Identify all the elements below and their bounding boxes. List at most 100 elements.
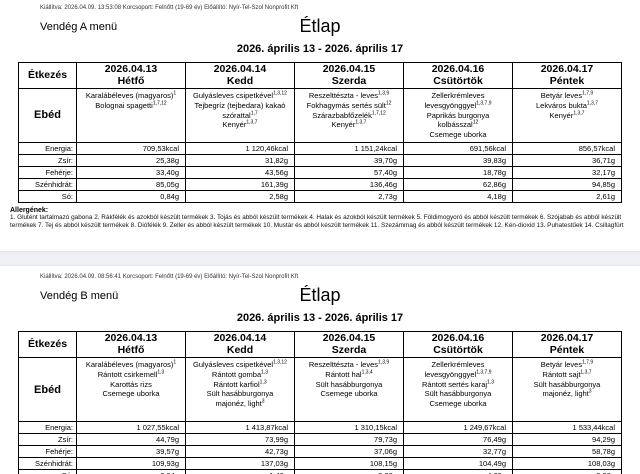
dish-allergen-numbers: 12: [385, 100, 392, 107]
dish: Sült hasábburgonya: [406, 389, 510, 399]
nutrient-label: Energia:: [18, 421, 77, 435]
dish-allergen-numbers: 1,7,9: [582, 90, 594, 97]
nutrient-value: 3,94g: [76, 469, 186, 474]
dish: Kenyér1,3,7: [515, 111, 619, 121]
nutrient-value: 18,78g: [403, 165, 513, 179]
dish-allergen-numbers: 12: [472, 119, 479, 126]
day-name: Szerda: [331, 74, 367, 87]
nutrient-value: 36,71g: [512, 153, 622, 167]
dish-name: Csemege uborka: [429, 399, 487, 409]
dish-allergen-numbers: 1,3: [487, 379, 494, 386]
nutrient-value: 0,84g: [76, 189, 186, 203]
day-date: 2026.04.13: [104, 63, 158, 75]
menu-page: Kiállítva: 2026.04.09. 08:56:41 Korcsopo…: [0, 274, 640, 474]
dish-allergen-numbers: 1,3,7: [580, 369, 592, 376]
dish-allergen-numbers: 1,3,7: [246, 119, 258, 126]
nutrient-value: 1 249,67kcal: [403, 421, 513, 435]
dish-name: Karalábéleves (magyaros): [85, 360, 174, 370]
dish: Rántott karfiol1,3: [188, 380, 292, 390]
dish: Lekváros bukta1,3,7: [515, 101, 619, 111]
nutrient-value: 44,79g: [76, 433, 186, 447]
nutrient-value: 39,83g: [403, 153, 513, 167]
dish: Kenyér1,3,7: [297, 120, 401, 130]
nutrient-row: Energia: 709,53kcal 1 120,46kcal 1 151,24kc…: [18, 141, 622, 155]
dish: Reszelttészta - leves1,3,9: [297, 360, 401, 370]
nutrient-value: 94,29g: [512, 433, 622, 447]
dish-name: Kenyér: [331, 120, 356, 130]
day-name: Péntek: [549, 343, 585, 356]
date-range: 2026. április 13 - 2026. április 17: [236, 43, 404, 55]
day-name: Szerda: [331, 343, 367, 356]
nutrient-value: 1 151,24kcal: [294, 141, 404, 155]
nutrient-value: 1,40g: [185, 469, 295, 474]
dish: Kenyér1,3,7: [188, 120, 292, 130]
day-name: Hétfő: [117, 74, 145, 87]
nutrient-label: Fehérje:: [18, 165, 77, 179]
day-name: Kedd: [226, 74, 254, 87]
dish-allergen-numbers: 1,3,7: [573, 110, 585, 117]
dish-name: Csemege uborka: [102, 389, 160, 399]
nutrient-value: 58,78g: [512, 445, 622, 459]
dish-name: Tejbegríz (tejbedara) kakaó szórattal: [194, 100, 286, 120]
allergens-block: Allergének: 1. Glutént tartalmazó gabona…: [10, 207, 630, 231]
meal-row: Ebéd Karalábéleves (magyaros)1 Rántott csi…: [18, 357, 622, 423]
dish-allergen-numbers: 1,3,4: [361, 369, 373, 376]
dish-name: Rántott sajt: [542, 369, 581, 379]
day-name: Csütörtök: [433, 74, 483, 87]
nutrient-label: Só:: [18, 469, 77, 474]
nutrient-value: 37,06g: [294, 445, 404, 459]
dish-name: Fokhagymás sertés sült: [306, 100, 386, 110]
nutrient-value: 2,61g: [512, 189, 622, 203]
dish: Szárazbabfőzelék1,7,12: [297, 111, 401, 121]
nutrient-value: 31,82g: [185, 153, 295, 167]
nutrient-row: Só:3,94g1,40g3,92g4,23g3,98g: [18, 469, 622, 474]
dish-allergen-numbers: 1,7,12: [152, 100, 167, 107]
dish-name: Gulyásleves csipetkével: [193, 91, 274, 101]
dish-name: Rántott karfiol: [213, 379, 260, 389]
day-date: 2026.04.16: [431, 332, 485, 345]
issue-meta: Kiállítva: 2026.04.09. 08:56:41 Korcsopo…: [40, 274, 299, 281]
column-header-day: 2026.04.14 Kedd: [185, 331, 295, 359]
dish: Csemege uborka: [406, 130, 510, 140]
nutrient-value: 42,73g: [185, 445, 295, 459]
dish-allergen-numbers: 3: [261, 398, 265, 405]
day-date: 2026.04.17: [540, 332, 594, 345]
dish: Rántott sertés karaj1,3: [406, 380, 510, 390]
issue-meta: Kiállítva: 2026.04.09. 13:53:08 Korcsopo…: [40, 5, 299, 11]
dish-cell: Betyár leves1,7,9 Rántott sajt1,3,7 Sült h…: [512, 357, 622, 423]
dish: Gulyásleves csipetkével1,3,12: [188, 360, 292, 370]
dish-name: Kenyér: [222, 120, 247, 130]
nutrient-value: 76,49g: [403, 433, 513, 447]
document-root: Kiállítva: 2026.04.09. 13:53:08 Korcsopo…: [0, 5, 640, 474]
nutrient-value: 4,18g: [403, 189, 513, 203]
dish-allergen-numbers: 1: [173, 90, 177, 97]
dish: Rántott sajt1,3,7: [515, 370, 619, 380]
dish-cell: Reszelttészta - leves1,3,9 Rántott hal1,3…: [294, 357, 404, 423]
day-date: 2026.04.13: [104, 332, 158, 345]
dish-cell: Reszelttészta - leves1,3,9 Fokhagymás ser…: [294, 88, 404, 143]
nutrient-value: 73,99g: [185, 433, 295, 447]
dish: Rántott gomba1,3: [188, 370, 292, 380]
nutrient-value: 39,57g: [76, 445, 186, 459]
nutrient-label: Szénhidrát:: [18, 177, 77, 191]
dish-name: Gulyásleves csipetkével: [193, 360, 274, 370]
menu-name: Vendég B menü: [40, 290, 119, 303]
dish-allergen-numbers: 1,3,9: [378, 359, 390, 366]
dish: Sült hasábburgonya: [188, 389, 292, 399]
column-header-day: 2026.04.17 Péntek: [512, 331, 622, 359]
dish-name: Sült hasábburgonya: [533, 379, 601, 389]
dish-name: Lekváros bukta: [536, 100, 587, 110]
dish-name: Reszelttészta - leves: [308, 360, 379, 370]
dish-cell: Karalábéleves (magyaros)1 Bolognai spaget…: [76, 88, 186, 143]
dish-name: Szárazbabfőzelék: [312, 110, 372, 120]
dish-allergen-numbers: 1,3,7,9: [476, 100, 492, 107]
dish-name: Csemege uborka: [429, 130, 487, 140]
nutrient-value: 94,85g: [512, 177, 622, 191]
section-header: Vendég B menü Étlap: [0, 285, 640, 309]
column-header-day: 2026.04.16 Csütörtök: [403, 61, 513, 90]
nutrient-value: 1 027,55kcal: [76, 421, 186, 435]
nutrient-row: Szénhidrát: 85,05g 161,39g 136,46g 62,86g 94,…: [18, 177, 622, 191]
column-header-day: 2026.04.15 Szerda: [294, 331, 404, 359]
day-date: 2026.04.17: [540, 63, 594, 75]
nutrient-value: 691,56kcal: [403, 141, 513, 155]
